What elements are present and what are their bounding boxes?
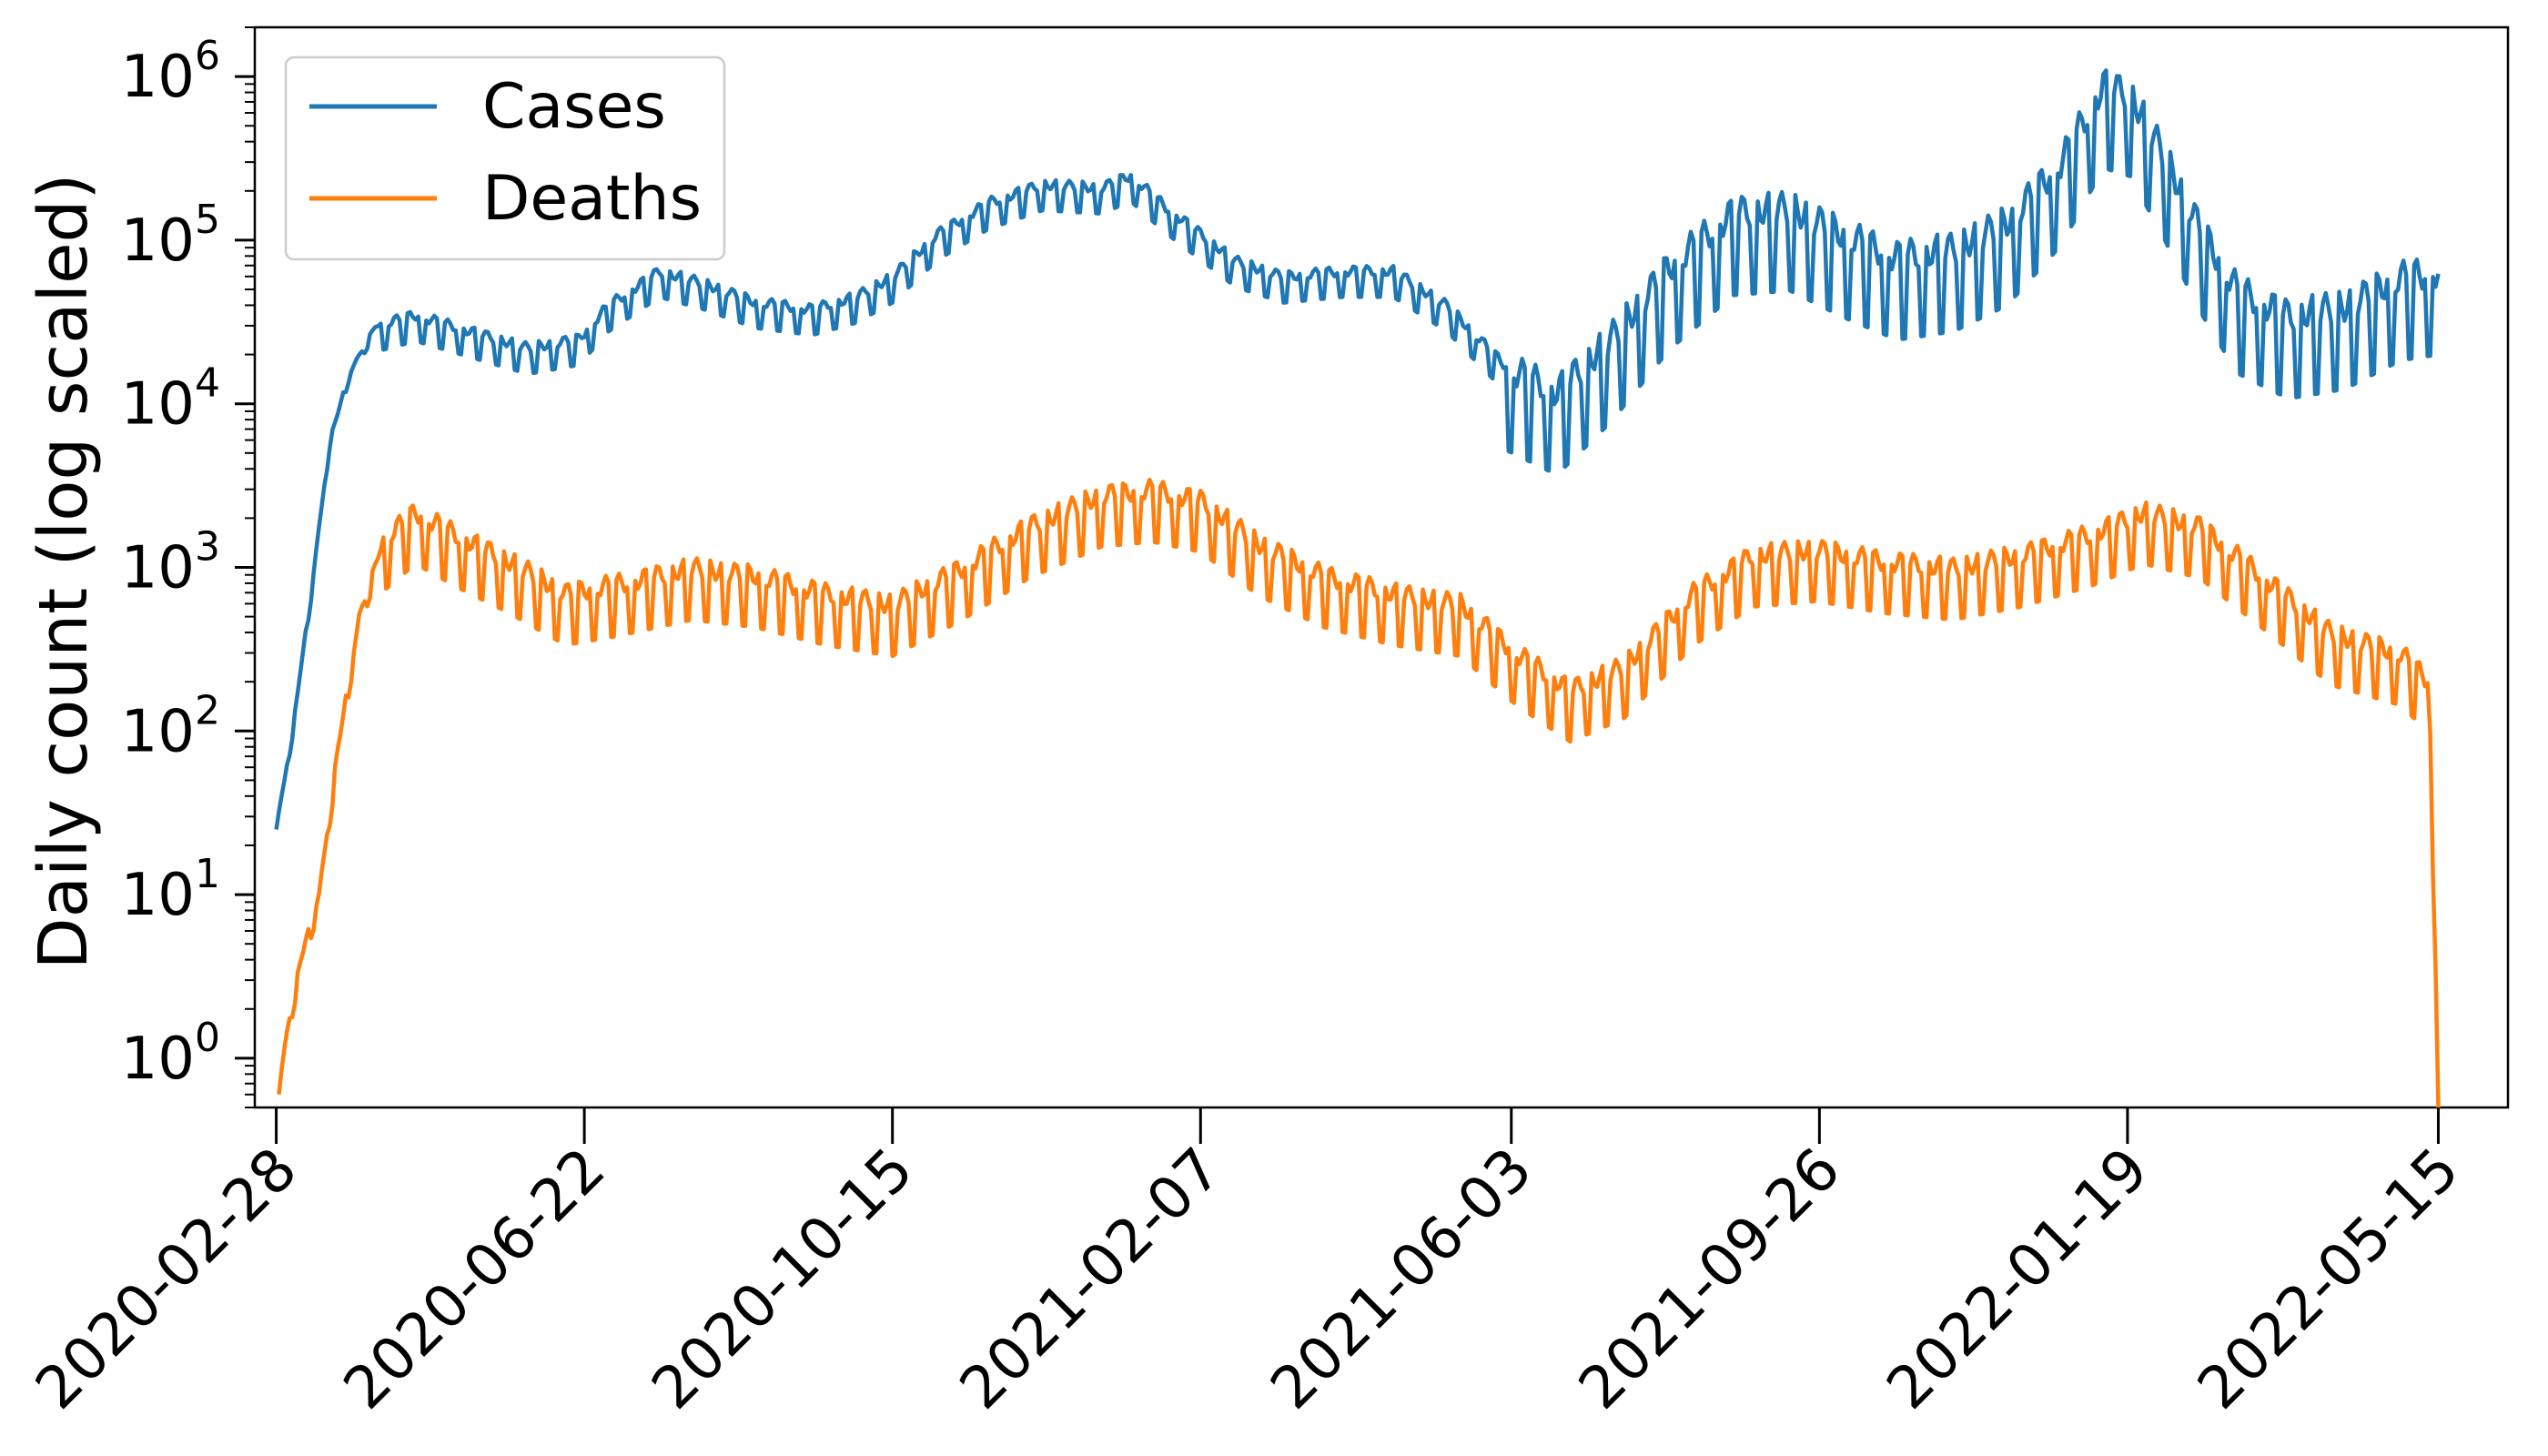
x-tick-label: 2020-06-22 — [331, 1136, 618, 1422]
y-tick-label: 105 — [121, 197, 220, 275]
x-tick-label: 2021-09-26 — [1566, 1136, 1853, 1422]
series-line-deaths — [277, 477, 2441, 1108]
x-tick-label: 2022-05-15 — [2185, 1136, 2472, 1422]
x-tick-label: 2021-02-07 — [947, 1136, 1234, 1422]
x-tick-label: 2020-10-15 — [640, 1136, 926, 1422]
series-layer — [274, 68, 2441, 1108]
series-line-cases — [274, 68, 2441, 830]
y-axis-label: Daily count (log scaled) — [25, 174, 103, 970]
legend: Cases Deaths — [284, 56, 726, 261]
y-tick-label: 103 — [121, 524, 220, 602]
y-tick-label: 102 — [121, 687, 220, 765]
x-axis: 2020-02-28 2020-06-22 2020-10-15 2021-02-07… — [24, 1107, 2472, 1422]
y-tick-label: 101 — [121, 851, 220, 929]
legend-label-cases: Cases — [482, 71, 666, 143]
x-tick-label: 2021-06-03 — [1259, 1136, 1545, 1422]
x-tick-label: 2020-02-28 — [24, 1136, 310, 1422]
y-tick-label: 100 — [121, 1015, 220, 1093]
legend-label-deaths: Deaths — [482, 163, 702, 235]
y-axis: 100 101 102 103 104 105 106 — [121, 26, 255, 1108]
y-tick-label: 104 — [121, 360, 220, 439]
x-tick-label: 2022-01-19 — [1875, 1136, 2161, 1422]
y-tick-label: 106 — [121, 33, 220, 111]
